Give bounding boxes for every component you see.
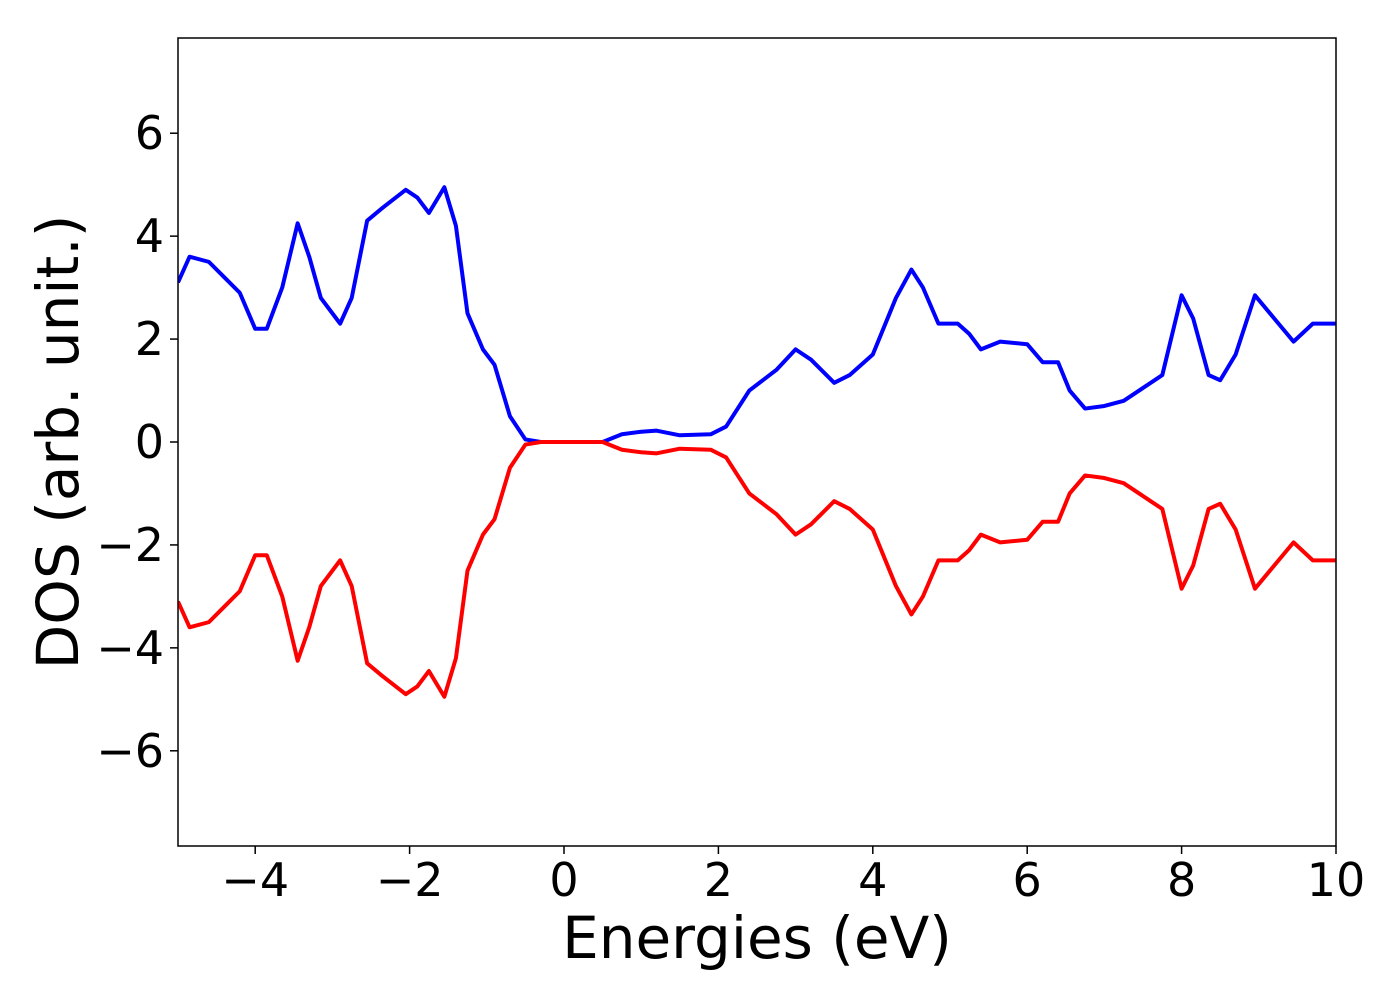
x-tick-label: −2 [376,853,444,907]
line-series [178,185,1336,444]
y-tick-label: −6 [96,724,164,778]
x-tick-label: 10 [1307,853,1366,907]
y-tick-label: 6 [135,106,164,160]
line-series [178,440,1336,699]
x-tick-label: 4 [858,853,887,907]
x-tick-label: 0 [549,853,578,907]
x-axis-label: Energies (eV) [562,904,952,972]
x-tick-label: 2 [704,853,733,907]
y-tick-label: 4 [135,209,164,263]
y-tick-label: −2 [96,518,164,572]
y-tick-label: −4 [96,621,164,675]
x-tick-label: −4 [221,853,289,907]
plot-frame [177,37,1337,847]
y-tick-label: 2 [135,312,164,366]
x-tick-label: 6 [1013,853,1042,907]
y-tick-label: 0 [135,415,164,469]
x-tick-label: 8 [1167,853,1196,907]
y-axis-label: DOS (arb. unit.) [24,215,92,670]
